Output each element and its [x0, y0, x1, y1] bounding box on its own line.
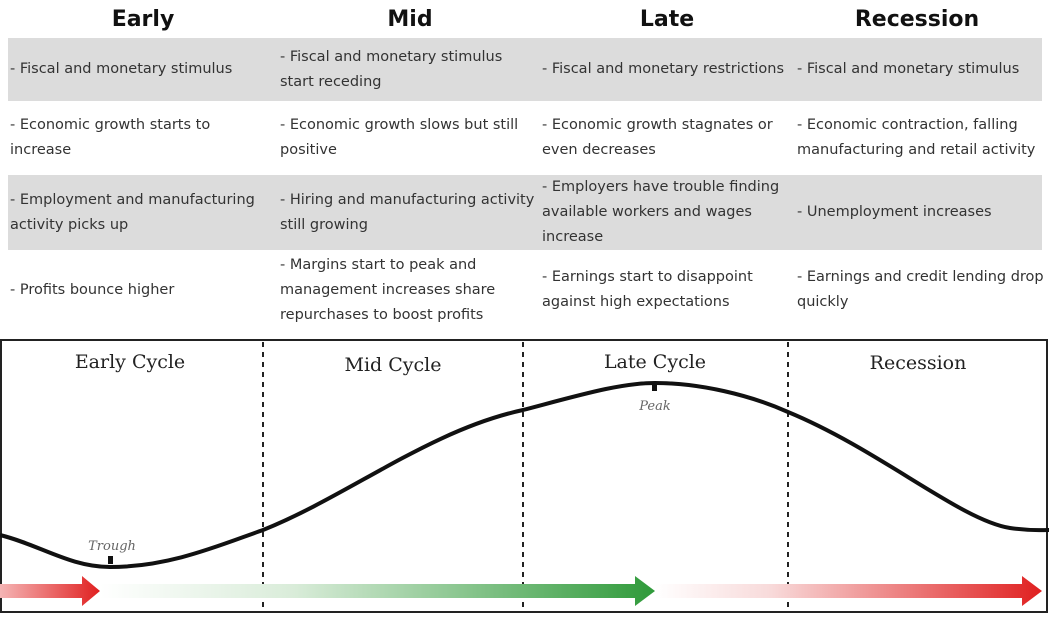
table-cell: - Unemployment increases: [797, 204, 992, 220]
cycle-diagram: Trough Peak Early Cycle Mid Cycle Late C…: [0, 339, 1049, 613]
table-row: - Fiscal and monetary stimulus - Fiscal a…: [8, 38, 1042, 101]
column-header: Mid: [387, 7, 433, 32]
table-cell: - Economic growth stagnates or even decr…: [542, 117, 773, 158]
table-row: - Economic growth starts to increase - Ec…: [8, 101, 1042, 175]
table-row: - Employment and manufacturing activity …: [8, 175, 1042, 250]
dividers: [262, 342, 789, 610]
peak-mark: [652, 383, 657, 391]
table-cell: - Economic growth starts to increase: [10, 117, 211, 158]
phase-label: Recession: [870, 352, 967, 374]
arrow: [100, 576, 655, 606]
table-cell: - Economic contraction, falling manufact…: [797, 117, 1036, 158]
table-cell: - Margins start to peak and management i…: [280, 256, 496, 323]
table-cell: - Profits bounce higher: [10, 281, 175, 298]
table-row: - Profits bounce higher - Margins start t…: [8, 250, 1044, 330]
table-cell: - Earnings start to disappoint against h…: [542, 269, 753, 310]
table-cell: - Earnings and credit lending drop quick…: [797, 269, 1044, 310]
column-header: Recession: [854, 7, 980, 32]
peak-label: Peak: [638, 399, 671, 414]
frame: [0, 339, 1048, 613]
table-cell: - Fiscal and monetary stimulus: [797, 61, 1020, 77]
table-cell: - Hiring and manufacturing activity stil…: [280, 191, 535, 233]
column-header: Late: [639, 7, 695, 32]
column-header: Early: [111, 7, 175, 32]
phase-label: Late Cycle: [604, 351, 706, 373]
table-cell: - Fiscal and monetary stimulus start rec…: [280, 48, 503, 90]
trough-label: Trough: [88, 539, 136, 554]
table-cell: - Employment and manufacturing activity …: [10, 191, 255, 233]
table-cell: - Employers have trouble finding availab…: [542, 179, 780, 245]
arrow: [655, 576, 1042, 606]
phase-label: Mid Cycle: [345, 354, 442, 376]
phase-label: Early Cycle: [75, 351, 185, 373]
arrow: [0, 576, 100, 606]
trough-mark: [108, 556, 113, 564]
table-cell: - Economic growth slows but still positi…: [280, 117, 519, 158]
cycle-curve: [0, 380, 1049, 570]
table-cell: - Fiscal and monetary stimulus: [10, 61, 233, 77]
table-cell: - Fiscal and monetary restrictions: [542, 61, 785, 77]
